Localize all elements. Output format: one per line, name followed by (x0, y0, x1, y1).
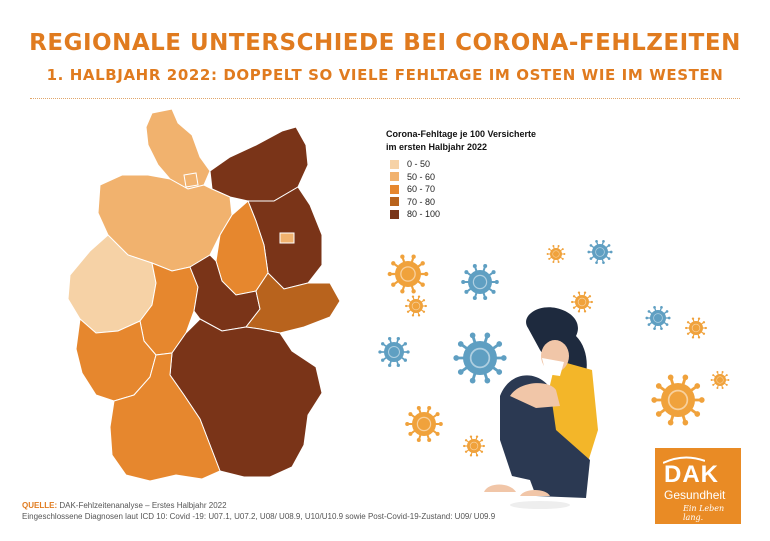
virus-icon (651, 374, 705, 426)
virus-icon (378, 337, 410, 367)
legend-title-line1: Corona-Fehltage je 100 Versicherte (386, 129, 537, 139)
virus-icon (453, 332, 507, 384)
person-illustration (484, 307, 598, 509)
germany-map (67, 108, 341, 482)
virus-icon (405, 295, 427, 317)
map-legend: Corona-Fehltage je 100 Versicherte im er… (386, 128, 566, 221)
logo-swoosh-icon (663, 456, 705, 464)
region-hamburg (183, 172, 199, 188)
legend-label: 0 - 50 (407, 159, 431, 170)
legend-swatch (390, 209, 399, 219)
legend-label: 50 - 60 (407, 171, 436, 182)
source-footer: QUELLE: DAK-Fehlzeitenanalyse – Erstes H… (22, 500, 495, 522)
legend-swatch (390, 197, 399, 207)
logo-slogan: Ein Leben lang. (683, 504, 725, 522)
legend-swatch (390, 159, 399, 169)
source-note: Eingeschlossene Diagnosen laut ICD 10: C… (22, 512, 496, 521)
legend-swatch (390, 172, 399, 182)
region-baden-wuerttemberg (109, 352, 221, 482)
legend-swatch (390, 184, 399, 194)
virus-icon (710, 371, 730, 389)
virus-icon (387, 254, 429, 294)
legend-item: 50 - 60 (386, 171, 566, 184)
virus-icon (405, 406, 443, 442)
logo-brand: DAK (664, 461, 719, 488)
legend-item: 60 - 70 (386, 183, 566, 196)
dak-logo: DAK Gesundheit Ein Leben lang. (655, 448, 741, 524)
title-divider (30, 98, 740, 99)
legend-item: 80 - 100 (386, 208, 566, 221)
virus-icon (546, 245, 566, 263)
legend-label: 80 - 100 (407, 209, 441, 220)
virus-illustration (378, 240, 730, 509)
legend-title: Corona-Fehltage je 100 Versicherte im er… (386, 128, 566, 154)
virus-icon (645, 306, 671, 330)
virus-group (378, 240, 730, 457)
source-label: QUELLE: (22, 501, 58, 510)
logo-subtitle: Gesundheit (664, 488, 726, 502)
page-subtitle: 1. HALBJAHR 2022: DOPPELT SO VIELE FEHLT… (46, 66, 724, 84)
virus-icon (571, 291, 593, 313)
page-title: REGIONALE UNTERSCHIEDE BEI CORONA-FEHLZE… (29, 30, 741, 56)
legend-label: 60 - 70 (407, 184, 436, 195)
virus-icon (587, 240, 613, 264)
region-berlin (279, 232, 295, 244)
source-text: DAK-Fehlzeitenanalyse – Erstes Halbjahr … (59, 501, 227, 510)
legend-item: 70 - 80 (386, 196, 566, 209)
legend-title-line2: im ersten Halbjahr 2022 (386, 142, 488, 152)
virus-icon (685, 317, 707, 339)
legend-item: 0 - 50 (386, 158, 566, 171)
virus-icon (463, 435, 485, 457)
virus-icon (461, 264, 499, 300)
legend-label: 70 - 80 (407, 196, 436, 207)
